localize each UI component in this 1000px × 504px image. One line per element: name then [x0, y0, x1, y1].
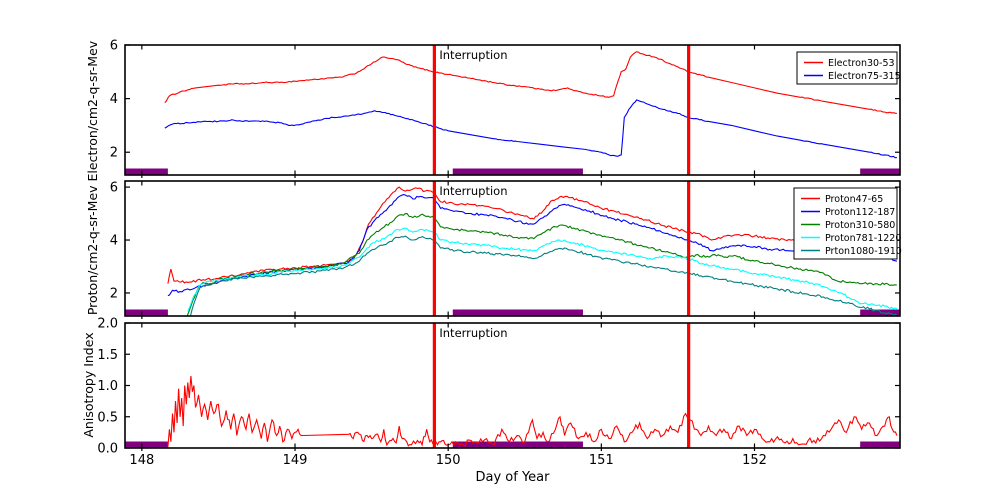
series-Proton112-187 — [167, 194, 898, 297]
data-gap-bar — [125, 309, 168, 316]
proton-legend: Proton47-65 Proton112-187 Proton310-580 Pro… — [793, 187, 902, 260]
data-gap-bar — [452, 168, 583, 175]
y-tick-label: 4 — [110, 234, 118, 249]
series-Prton1080-1910 — [189, 235, 898, 316]
y-axis-label-flux: Proton/cm2-q-sr-Mev Electron/cm2-q-sr-Me… — [85, 40, 100, 315]
y-axis-label-anisotropy: Anisotropy Index — [81, 332, 96, 437]
series-Proton781-1220 — [187, 227, 898, 312]
legend-box — [796, 51, 898, 85]
y-tick-label: 2 — [110, 286, 118, 301]
legend-label: Electron30-53 — [828, 58, 895, 69]
series-Proton47-65 — [167, 186, 898, 284]
legend-label: Prton1080-1910 — [825, 246, 902, 257]
legend-label: Proton310-580 — [825, 220, 895, 231]
series-Proton310-580 — [186, 213, 897, 316]
y-tick-label: 1.5 — [97, 348, 118, 363]
y-tick-label: 0.5 — [97, 410, 118, 425]
data-gap-bar — [860, 441, 900, 448]
legend-label: Proton781-1220 — [825, 233, 901, 244]
data-gap-bar — [125, 441, 168, 448]
x-tick-label: 152 — [742, 453, 767, 468]
x-tick-label: 151 — [589, 453, 614, 468]
x-tick-label: 148 — [129, 453, 154, 468]
x-axis-label: Day of Year — [476, 470, 551, 485]
data-gap-bar — [452, 441, 583, 448]
series-Electron30-53 — [164, 51, 897, 114]
legend-label: Proton47-65 — [825, 194, 883, 205]
panel-proton: Interruption246Proton47-65Proton112-187P… — [110, 180, 902, 319]
x-tick-label: 150 — [436, 453, 461, 468]
axes-frame — [124, 44, 901, 176]
y-tick-label: 2 — [110, 146, 118, 161]
series-AnisotropyIndex — [167, 376, 898, 448]
interruption-label: Interruption — [439, 184, 507, 198]
data-gap-bar — [860, 309, 900, 316]
legend-label: Proton112-187 — [825, 207, 895, 218]
y-tick-label: 6 — [110, 39, 118, 54]
interruption-label: Interruption — [439, 326, 507, 340]
interruption-label: Interruption — [439, 48, 507, 62]
y-tick-label: 2.0 — [97, 317, 118, 332]
y-tick-label: 1.0 — [97, 379, 118, 394]
panel-electron: Interruption 2 4 6 Electron30-53 Electron75-3… — [110, 39, 901, 178]
x-tick-label: 149 — [283, 453, 308, 468]
y-tick-label: 0.0 — [97, 442, 118, 457]
data-gap-bar — [452, 309, 583, 316]
axes-frame — [124, 180, 901, 317]
panel-anisotropy: Interruption 0.0 0.5 1.0 1.5 2.0 — [97, 317, 901, 457]
data-gap-bar — [125, 168, 168, 175]
y-tick-label: 6 — [110, 181, 118, 196]
electron-legend: Electron30-53 Electron75-315 — [796, 51, 901, 85]
legend-box — [793, 187, 898, 260]
data-gap-bar — [860, 168, 900, 175]
legend-label: Electron75-315 — [828, 71, 901, 82]
y-tick-label: 4 — [110, 92, 118, 107]
